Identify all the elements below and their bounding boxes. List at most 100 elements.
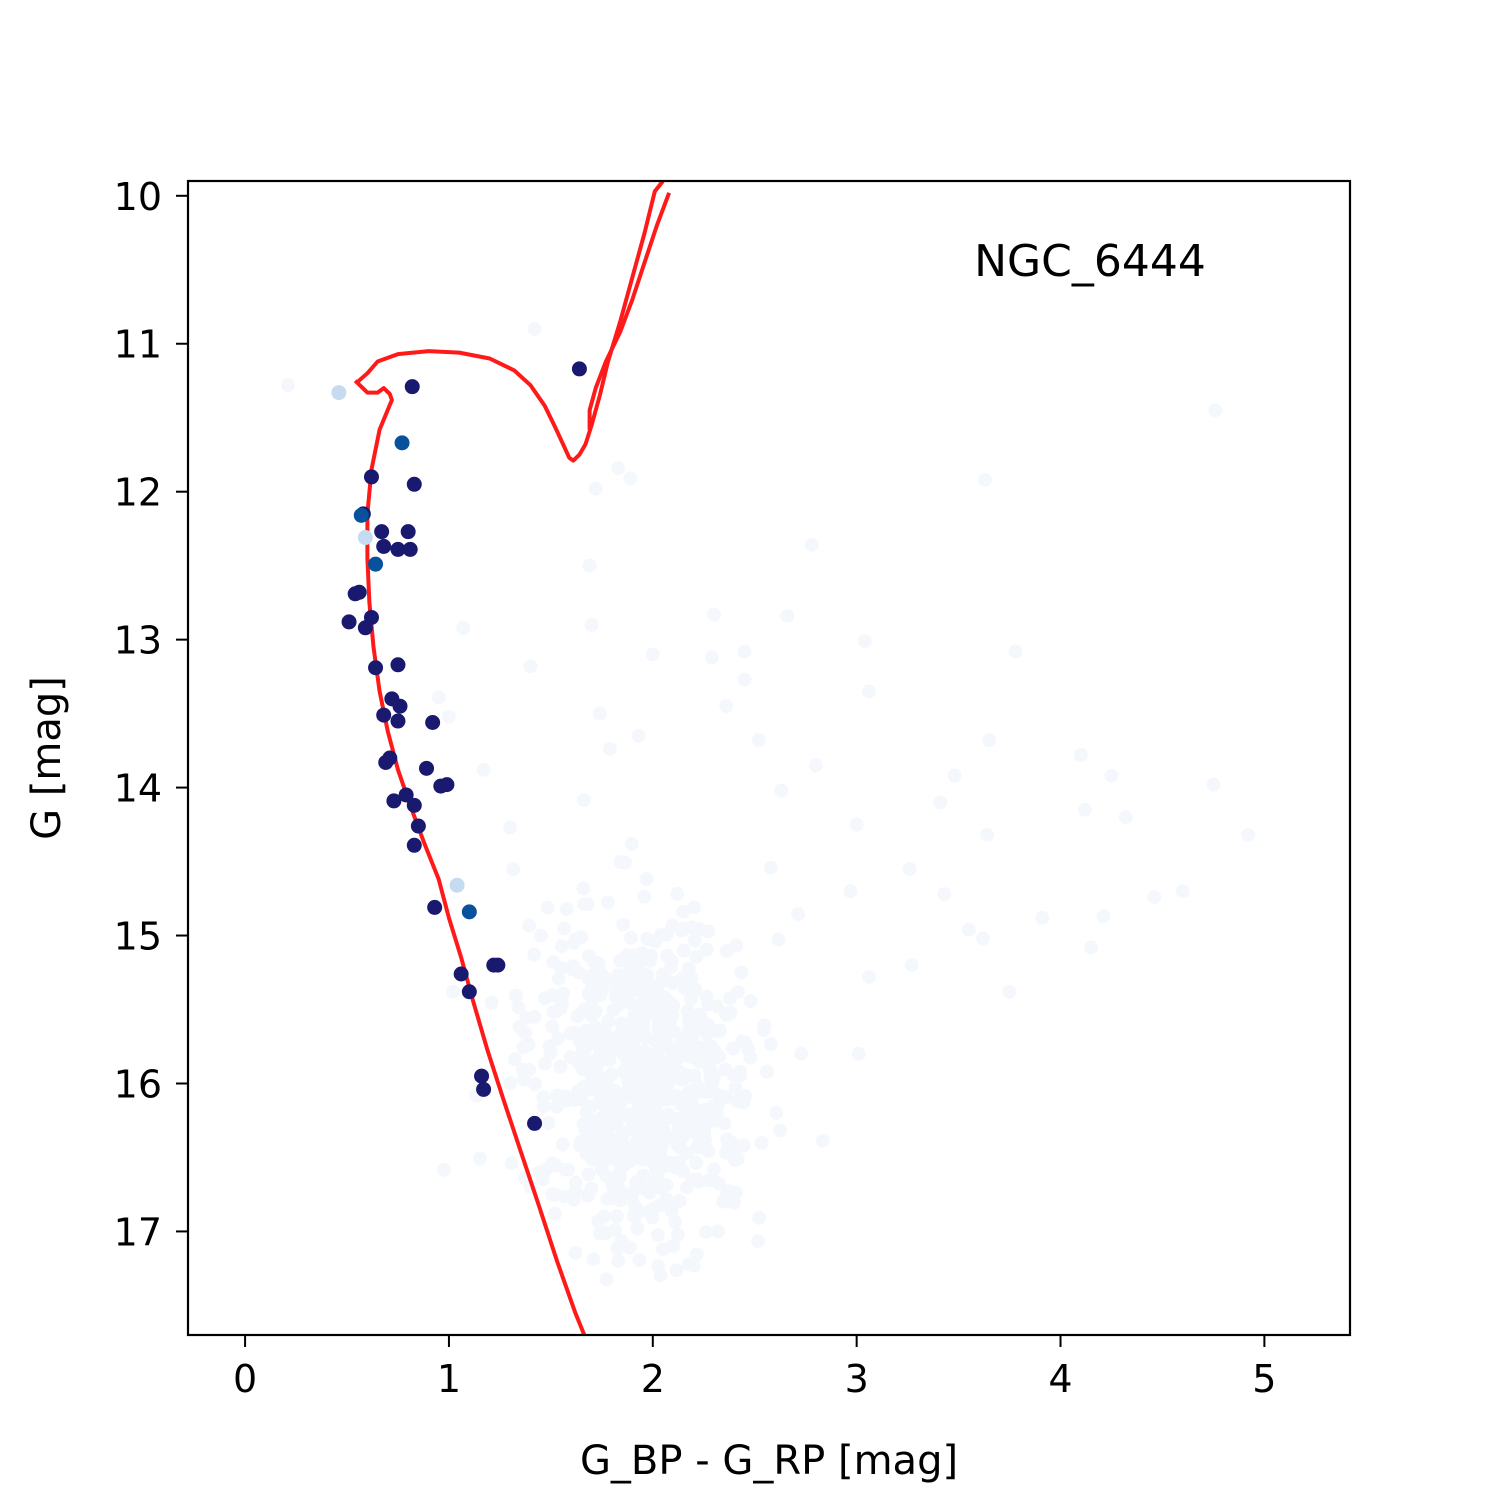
field-star-point: [703, 1070, 718, 1085]
field-point: [1208, 403, 1223, 418]
field-star-point: [698, 1040, 713, 1055]
field-star-point: [686, 1108, 701, 1123]
field-star-point: [581, 1167, 596, 1182]
field-star-point: [659, 927, 674, 942]
field-point: [780, 608, 795, 623]
field-point: [456, 620, 471, 635]
field-point: [568, 1184, 583, 1199]
field-star-point: [536, 1099, 551, 1114]
field-point: [861, 684, 876, 699]
field-star-point: [687, 900, 702, 915]
field-star-point: [580, 1188, 595, 1203]
field-point: [1104, 768, 1119, 783]
field-star-point: [516, 1040, 531, 1055]
field-star-point: [522, 918, 537, 933]
field-star-point: [559, 1093, 574, 1108]
field-star-point: [648, 1123, 663, 1138]
field-point: [978, 472, 993, 487]
field-star-point: [650, 978, 665, 993]
members-high-point: [439, 777, 455, 793]
members-high-point: [461, 984, 477, 1000]
field-point: [1096, 909, 1111, 924]
members-mid-point: [394, 435, 410, 451]
field-point: [584, 617, 599, 632]
field-star-point: [516, 1072, 531, 1087]
field-point: [533, 928, 548, 943]
field-star-point: [636, 1168, 651, 1183]
field-star-point: [734, 965, 749, 980]
field-star-point: [579, 1023, 594, 1038]
field-star-point: [602, 1053, 617, 1068]
field-star-point: [699, 1225, 714, 1240]
members-high-point: [406, 797, 422, 813]
field-star-point: [545, 1019, 560, 1034]
field-point: [704, 650, 719, 665]
x-tick-label: 5: [1252, 1357, 1276, 1401]
field-star-point: [641, 1111, 656, 1126]
field-star-point: [701, 1017, 716, 1032]
field-point: [666, 1239, 681, 1254]
field-star-point: [692, 1083, 707, 1098]
field-point: [774, 783, 789, 798]
members-high-point: [386, 793, 402, 809]
members-high-point: [476, 1081, 492, 1097]
field-star-point: [601, 1110, 616, 1125]
field-point: [902, 861, 917, 876]
field-star-point: [608, 1222, 623, 1237]
field-star-point: [713, 1023, 728, 1038]
field-star-point: [621, 1050, 636, 1065]
field-star-point: [663, 1068, 678, 1083]
field-star-point: [638, 975, 653, 990]
field-star-point: [655, 1136, 670, 1151]
field-point: [804, 537, 819, 552]
field-star-point: [573, 1138, 588, 1153]
field-point: [1147, 890, 1162, 905]
field-star-point: [723, 991, 738, 1006]
field-point: [547, 1206, 562, 1221]
members-mid-point: [353, 507, 369, 523]
field-star-point: [629, 983, 644, 998]
field-star-point: [553, 1001, 568, 1016]
members-high-point: [376, 538, 392, 554]
field-star-point: [507, 1052, 522, 1067]
members-high-point: [351, 584, 367, 600]
field-star-point: [769, 1105, 784, 1120]
field-star-point: [672, 1194, 687, 1209]
field-star-point: [659, 1177, 674, 1192]
field-star-point: [719, 943, 734, 958]
field-point: [808, 758, 823, 773]
field-star-point: [620, 948, 635, 963]
field-point: [596, 1209, 611, 1224]
field-stars-layer: [280, 321, 1256, 1350]
members-high-point: [490, 957, 506, 973]
field-star-point: [676, 943, 691, 958]
field-star-point: [545, 1156, 560, 1171]
y-tick-label: 13: [114, 619, 162, 663]
field-star-point: [611, 1336, 625, 1350]
field-star-point: [620, 1027, 635, 1042]
field-star-point: [690, 1172, 705, 1187]
field-star-point: [815, 1133, 830, 1148]
field-star-point: [689, 1155, 704, 1170]
field-point: [737, 644, 752, 659]
field-star-point: [660, 1004, 675, 1019]
field-point: [645, 647, 660, 662]
field-star-point: [670, 1138, 685, 1153]
field-star-point: [623, 930, 638, 945]
field-star-point: [543, 1046, 558, 1061]
field-star-point: [613, 855, 628, 870]
field-star-point: [600, 895, 615, 910]
field-star-point: [687, 1040, 702, 1055]
field-star-point: [614, 1016, 629, 1031]
x-tick-label: 4: [1048, 1357, 1072, 1401]
field-point: [611, 1254, 626, 1269]
y-tick-label: 14: [114, 767, 162, 811]
field-point: [611, 461, 626, 476]
field-star-point: [566, 935, 581, 950]
field-star-point: [557, 921, 572, 936]
cluster-name-annotation: NGC_6444: [974, 236, 1206, 287]
field-star-point: [527, 947, 542, 962]
field-point: [961, 922, 976, 937]
isochrone-layer: [353, 181, 671, 1335]
